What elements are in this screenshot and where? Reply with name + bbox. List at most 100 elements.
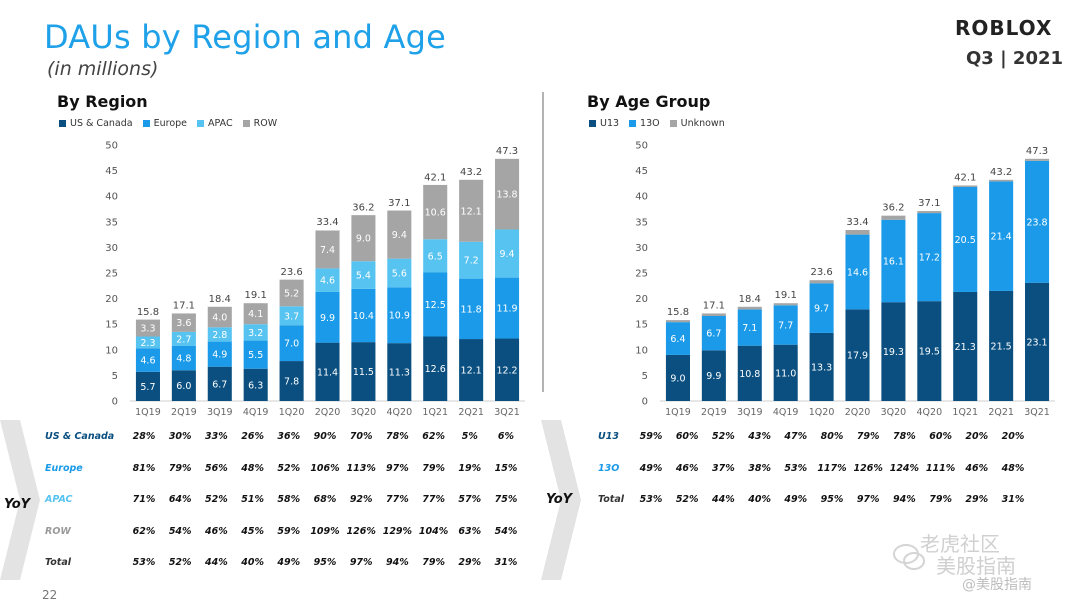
bar-segment bbox=[315, 268, 340, 292]
yoy-cell: 52% bbox=[675, 494, 699, 505]
y-tick-label: 45 bbox=[105, 166, 118, 177]
bar-segment bbox=[243, 368, 268, 401]
yoy-cell: 45% bbox=[241, 525, 264, 537]
yoy-cell: 97% bbox=[386, 462, 409, 474]
bar-segment bbox=[495, 158, 520, 230]
y-tick-label: 5 bbox=[112, 371, 118, 382]
bar-segment bbox=[135, 319, 160, 337]
yoy-cell: 19% bbox=[458, 462, 482, 474]
y-tick-label: 15 bbox=[635, 320, 648, 331]
total-label: 18.4 bbox=[209, 294, 231, 305]
region-legend: US & Canada Europe APAC ROW bbox=[59, 118, 277, 129]
y-tick-label: 45 bbox=[635, 166, 648, 177]
yoy-arrow-right bbox=[541, 420, 581, 580]
total-label: 43.2 bbox=[990, 167, 1012, 178]
data-label: 7.8 bbox=[284, 377, 299, 388]
bar-segment bbox=[171, 331, 196, 346]
bar-segment bbox=[459, 278, 484, 340]
yoy-cell: 92% bbox=[349, 494, 373, 505]
data-label: 9.0 bbox=[356, 234, 371, 245]
yoy-cell: 57% bbox=[458, 494, 482, 505]
data-label: 5.6 bbox=[392, 269, 407, 280]
legend-item: US & Canada bbox=[59, 118, 133, 129]
total-label: 23.6 bbox=[810, 267, 832, 278]
data-label: 12.1 bbox=[461, 206, 482, 217]
yoy-cell: 31% bbox=[494, 557, 518, 568]
total-label: 36.2 bbox=[352, 203, 374, 214]
data-label: 12.6 bbox=[425, 364, 446, 375]
yoy-row-label: US & Canada bbox=[45, 431, 115, 442]
y-tick-label: 30 bbox=[635, 243, 648, 254]
data-label: 21.5 bbox=[991, 341, 1012, 352]
x-tick-label: 3Q19 bbox=[737, 407, 763, 418]
total-label: 37.1 bbox=[388, 198, 410, 209]
yoy-cell: 63% bbox=[458, 525, 482, 537]
yoy-cell: 49% bbox=[639, 462, 663, 474]
data-label: 7.2 bbox=[464, 256, 479, 267]
total-label: 15.8 bbox=[667, 307, 689, 318]
data-label: 16.1 bbox=[883, 256, 904, 267]
legend-swatch bbox=[669, 120, 677, 127]
data-label: 7.4 bbox=[320, 245, 335, 256]
yoy-cell: 58% bbox=[277, 494, 301, 505]
bar-segment bbox=[243, 340, 268, 369]
data-label: 7.7 bbox=[778, 320, 793, 331]
bar-segment bbox=[423, 239, 448, 273]
yoy-cell: 106% bbox=[310, 462, 340, 474]
bar-segment bbox=[881, 219, 906, 303]
yoy-cell: 33% bbox=[205, 431, 228, 442]
data-label: 2.8 bbox=[212, 330, 227, 341]
bar-segment bbox=[665, 322, 690, 355]
yoy-region-table: US & Canada 28% 30% 33% 26% 36% 90% 70% 78% 62% 5%… bbox=[45, 431, 535, 576]
legend-swatch bbox=[59, 120, 66, 127]
yoy-cell: 30% bbox=[168, 431, 192, 442]
yoy-cell: 40% bbox=[748, 494, 771, 505]
bar-segment bbox=[279, 361, 304, 401]
yoy-cell: 117% bbox=[817, 462, 847, 474]
bar-segment bbox=[809, 283, 834, 333]
bar-segment bbox=[917, 213, 942, 302]
yoy-cell: 62% bbox=[422, 431, 445, 442]
yoy-cell: 126% bbox=[346, 525, 376, 537]
total-label: 33.4 bbox=[846, 217, 868, 228]
yoy-row-label: U13 bbox=[598, 431, 619, 442]
yoy-cell: 48% bbox=[1001, 462, 1025, 474]
age-chart-title: By Age Group bbox=[587, 92, 711, 111]
yoy-cell: 97% bbox=[856, 494, 880, 505]
bar-segment bbox=[665, 354, 690, 401]
data-label: 10.6 bbox=[425, 208, 446, 219]
yoy-cell: 79% bbox=[929, 494, 952, 505]
region-chart-panel: By Region US & Canada Europe APAC ROW 0 5 10 1… bbox=[55, 90, 535, 420]
total-label: 37.1 bbox=[918, 198, 940, 209]
yoy-cell: 97% bbox=[349, 557, 373, 568]
data-label: 11.5 bbox=[353, 367, 374, 378]
bar-segment bbox=[135, 371, 160, 401]
yoy-cell: 40% bbox=[241, 557, 264, 568]
data-label: 4.8 bbox=[176, 353, 191, 364]
bar-segment bbox=[989, 181, 1014, 291]
bar-segment bbox=[207, 341, 232, 367]
yoy-cell: 51% bbox=[241, 494, 264, 505]
bar-segment bbox=[773, 305, 798, 345]
yoy-cell: 79% bbox=[856, 431, 880, 442]
total-label: 47.3 bbox=[1026, 146, 1048, 157]
data-label: 10.4 bbox=[353, 311, 374, 322]
yoy-cell: 52% bbox=[205, 494, 228, 505]
data-label: 11.0 bbox=[775, 368, 796, 379]
data-label: 5.7 bbox=[140, 382, 155, 393]
legend-swatch bbox=[142, 120, 150, 127]
bar-segment bbox=[387, 287, 412, 344]
legend-swatch bbox=[629, 120, 637, 127]
region-chart-title: By Region bbox=[57, 92, 148, 111]
bar-segment bbox=[1025, 160, 1050, 283]
age-chart: 0 5 10 15 20 25 30 35 40 45 50 9.0 6.4 15.8 1Q19 9.9 6.7… bbox=[635, 141, 1055, 418]
x-tick-label: 2Q21 bbox=[988, 407, 1014, 418]
y-tick-label: 15 bbox=[105, 320, 118, 331]
total-label: 19.1 bbox=[245, 290, 267, 301]
yoy-cell: 15% bbox=[494, 462, 518, 474]
bar-segment bbox=[1025, 282, 1050, 401]
total-label: 15.8 bbox=[137, 307, 159, 318]
data-label: 6.3 bbox=[248, 380, 263, 391]
bar-segment bbox=[881, 302, 906, 401]
data-label: 3.6 bbox=[176, 318, 191, 329]
